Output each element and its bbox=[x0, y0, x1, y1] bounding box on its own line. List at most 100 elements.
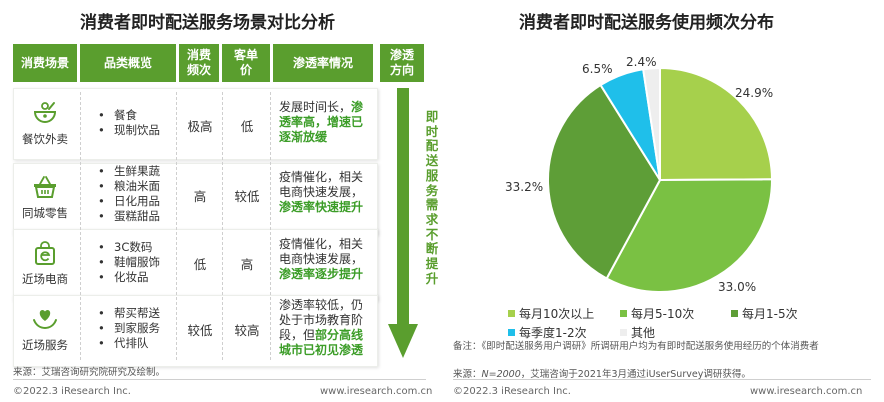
desc-plain: 疫情催化，相关电商快速发展， bbox=[279, 170, 364, 199]
direction-text: 即时配送服务需求不断提升 bbox=[424, 109, 440, 286]
price-value: 高 bbox=[240, 257, 254, 272]
header-direction-text: 渗透方向 bbox=[389, 48, 414, 77]
penetration-desc: 疫情催化，相关电商快速发展，渗透率逐步提升 bbox=[279, 237, 371, 282]
category-list: 帮买帮送 到家服务 代排队 bbox=[98, 306, 160, 351]
shopping-bag-icon bbox=[35, 240, 55, 265]
legend-swatch bbox=[731, 310, 738, 317]
frequency-value: 较低 bbox=[187, 323, 213, 338]
row-card-1 bbox=[13, 88, 378, 160]
legend-item: 其他 bbox=[620, 324, 655, 341]
legend-item: 每月1-5次 bbox=[731, 305, 798, 322]
header-frequency-text: 消费频次 bbox=[186, 48, 211, 77]
header-penetration: 渗透率情况 bbox=[273, 44, 373, 82]
scene-food-delivery: 餐饮外卖 bbox=[13, 90, 77, 156]
row-card-4 bbox=[13, 295, 378, 367]
list-item: 日化用品 bbox=[98, 194, 160, 209]
legend-swatch bbox=[508, 310, 515, 317]
left-source: 来源：艾瑞咨询研究院研究及绘制。 bbox=[13, 367, 166, 378]
legend-swatch bbox=[620, 310, 627, 317]
frequency-value: 极高 bbox=[187, 119, 213, 134]
slice-monthly-1-5 bbox=[547, 83, 662, 280]
frequency-value: 低 bbox=[193, 257, 207, 272]
right-footer-copyright: ©2022.3 iResearch Inc. bbox=[453, 386, 571, 397]
penetration-desc: 疫情催化，相关电商快速发展，渗透率快速提升 bbox=[279, 170, 371, 215]
right-footer-url: www.iresearch.com.cn bbox=[750, 386, 863, 397]
desc-highlight: 部分高线城市已初见渗透 bbox=[279, 328, 364, 357]
data-label: 6.5% bbox=[582, 62, 613, 76]
right-source: 来源：N=2000，艾瑞咨询于2021年3月通过iUserSurvey调研获得。 bbox=[453, 366, 751, 380]
category-list: 3C数码 鞋帽服饰 化妆品 bbox=[98, 240, 160, 285]
divider-2 bbox=[176, 92, 177, 360]
header-price-text: 客单价 bbox=[233, 48, 258, 77]
category-list: 餐食 现制饮品 bbox=[98, 108, 160, 138]
desc-plain: 疫情催化，相关电商快速发展， bbox=[279, 237, 364, 266]
scene-nearby-services: 近场服务 bbox=[13, 296, 77, 362]
left-footer-url: www.iresearch.com.cn bbox=[320, 386, 433, 397]
price-value: 较高 bbox=[234, 323, 260, 338]
header-frequency: 消费频次 bbox=[179, 44, 219, 82]
legend-label: 每季度1-2次 bbox=[519, 326, 587, 340]
legend-item: 每月5-10次 bbox=[620, 305, 694, 322]
header-scene-text: 消费场景 bbox=[20, 55, 69, 70]
right-footer-rule bbox=[453, 379, 871, 380]
legend-item: 每季度1-2次 bbox=[508, 324, 587, 341]
legend-item: 每月10次以上 bbox=[508, 305, 594, 322]
header-direction: 渗透方向 bbox=[380, 44, 424, 82]
divider-4 bbox=[270, 92, 271, 360]
list-item: 餐食 bbox=[98, 108, 160, 123]
list-item: 鞋帽服饰 bbox=[98, 255, 160, 270]
list-item: 生鲜果蔬 bbox=[98, 164, 160, 179]
right-source-suffix: ，艾瑞咨询于2021年3月通过iUserSurvey调研获得。 bbox=[520, 369, 751, 380]
legend-label: 其他 bbox=[631, 326, 656, 340]
divider-3 bbox=[222, 92, 223, 360]
header-scene: 消费场景 bbox=[13, 44, 77, 82]
right-note-text: 备注：《即时配送服务用户调研》所调研用户均为有即时配送服务使用经历的个体消费者 bbox=[453, 341, 819, 352]
scene-label: 近场电商 bbox=[22, 271, 68, 286]
legend-label: 每月10次以上 bbox=[519, 307, 595, 321]
divider-1 bbox=[80, 92, 81, 360]
direction-arrow-icon bbox=[388, 88, 418, 358]
list-item: 帮买帮送 bbox=[98, 306, 160, 321]
legend-label: 每月5-10次 bbox=[631, 307, 695, 321]
heart-hands-icon bbox=[33, 309, 57, 329]
data-label: 24.9% bbox=[735, 86, 773, 100]
slice-monthly-5-10 bbox=[605, 178, 774, 293]
scene-nearby-ecommerce: 近场电商 bbox=[13, 230, 77, 296]
list-item: 粮油米面 bbox=[98, 179, 160, 194]
left-footer-copyright: ©2022.3 iResearch Inc. bbox=[13, 386, 131, 397]
desc-highlight: 渗透率快速提升 bbox=[279, 200, 364, 214]
list-item: 蛋糕甜品 bbox=[98, 209, 160, 224]
slice-other bbox=[642, 66, 661, 181]
legend-swatch bbox=[508, 329, 515, 336]
basket-icon bbox=[34, 175, 56, 198]
header-penetration-text: 渗透率情况 bbox=[292, 55, 353, 70]
pie-chart: 24.9% 33.0% 33.2% 6.5% 2.4% bbox=[505, 55, 774, 294]
header-price: 客单价 bbox=[222, 44, 270, 82]
list-item: 化妆品 bbox=[98, 270, 160, 285]
price-value: 较低 bbox=[234, 189, 260, 204]
chart-title: 消费者即时配送服务使用频次分布 bbox=[519, 13, 774, 33]
right-source-prefix: 来源： bbox=[453, 369, 482, 380]
bowl-icon bbox=[33, 101, 57, 123]
left-footer-rule bbox=[13, 379, 426, 380]
desc-plain: 渗透率较低，仍处于市场教育阶段，但 bbox=[279, 298, 364, 342]
data-label: 33.0% bbox=[718, 280, 756, 294]
list-item: 代排队 bbox=[98, 336, 160, 351]
scene-local-retail: 同城零售 bbox=[13, 164, 77, 230]
price-value: 低 bbox=[240, 119, 254, 134]
frequency-value: 高 bbox=[193, 189, 207, 204]
legend-label: 每月1-5次 bbox=[742, 307, 798, 321]
category-list: 生鲜果蔬 粮油米面 日化用品 蛋糕甜品 bbox=[98, 164, 160, 224]
desc-highlight: 渗透率逐步提升 bbox=[279, 267, 364, 281]
header-category-text: 品类概览 bbox=[103, 55, 152, 70]
list-item: 现制饮品 bbox=[98, 123, 160, 138]
right-note: 备注：《即时配送服务用户调研》所调研用户均为有即时配送服务使用经历的个体消费者 bbox=[453, 341, 873, 353]
header-category: 品类概览 bbox=[80, 44, 176, 82]
data-label: 33.2% bbox=[505, 180, 543, 194]
desc-highlight: 渗透率高，增速已逐渐放缓 bbox=[279, 100, 364, 144]
slice-monthly-10-plus bbox=[659, 66, 774, 182]
legend-swatch bbox=[620, 329, 627, 336]
list-item: 到家服务 bbox=[98, 321, 160, 336]
penetration-desc: 发展时间长，渗透率高，增速已逐渐放缓 bbox=[279, 100, 371, 145]
list-item: 3C数码 bbox=[98, 240, 160, 255]
